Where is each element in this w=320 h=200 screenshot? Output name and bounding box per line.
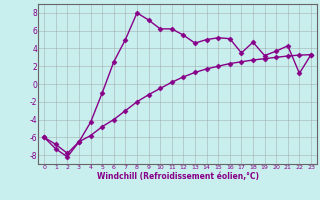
X-axis label: Windchill (Refroidissement éolien,°C): Windchill (Refroidissement éolien,°C): [97, 172, 259, 181]
